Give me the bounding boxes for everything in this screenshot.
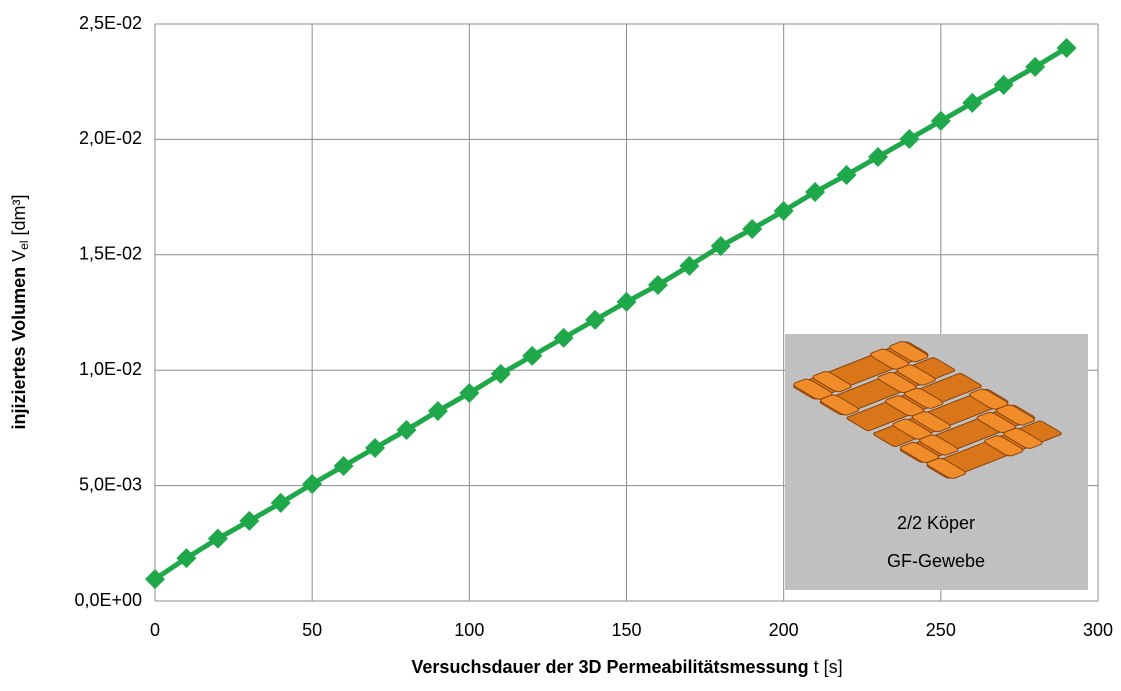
x-axis-label: Versuchsdauer der 3D Permeabilitätsmessu…	[411, 657, 842, 677]
data-point	[522, 346, 542, 366]
data-point	[365, 438, 385, 458]
x-tick-label: 100	[454, 620, 484, 640]
x-label-unit: t [s]	[809, 657, 843, 677]
inset-text: GF-Gewebe	[887, 551, 985, 571]
x-tick-label: 0	[150, 620, 160, 640]
data-point	[868, 147, 888, 167]
y-label-main: injiziertes Volumen	[9, 262, 29, 430]
y-axis-label: injiziertes Volumen Vel [dm³]	[9, 194, 31, 429]
data-point	[837, 165, 857, 185]
data-point	[554, 328, 574, 348]
data-point	[994, 75, 1014, 95]
y-tick-label: 2,5E-02	[79, 13, 142, 33]
x-label-main: Versuchsdauer der 3D Permeabilitätsmessu…	[411, 657, 808, 677]
data-point	[239, 511, 259, 531]
inset-text: 2/2 Köper	[897, 513, 975, 533]
x-tick-label: 200	[769, 620, 799, 640]
data-point	[899, 129, 919, 149]
inset: 2/2 Köper GF-Gewebe	[785, 334, 1088, 590]
y-label-subscript: el	[17, 240, 31, 249]
data-point	[931, 111, 951, 131]
data-point	[962, 93, 982, 113]
y-label-symbol: V	[9, 250, 29, 262]
y-tick-label: 1,5E-02	[79, 244, 142, 264]
y-tick-label: 5,0E-03	[79, 474, 142, 494]
x-tick-label: 150	[611, 620, 641, 640]
data-point	[585, 310, 605, 330]
y-tick-label: 1,0E-02	[79, 359, 142, 379]
x-tick-label: 300	[1083, 620, 1113, 640]
chart: Versuchsdauer der 3D Permeabilitätsmessu…	[0, 0, 1121, 691]
x-tick-label: 50	[302, 620, 322, 640]
y-tick-label: 2,0E-02	[79, 128, 142, 148]
data-point	[334, 456, 354, 476]
data-point	[742, 219, 762, 239]
y-tick-label: 0,0E+00	[74, 590, 142, 610]
data-point	[617, 292, 637, 312]
x-tick-label: 250	[926, 620, 956, 640]
y-label-unit: [dm³]	[9, 194, 29, 240]
